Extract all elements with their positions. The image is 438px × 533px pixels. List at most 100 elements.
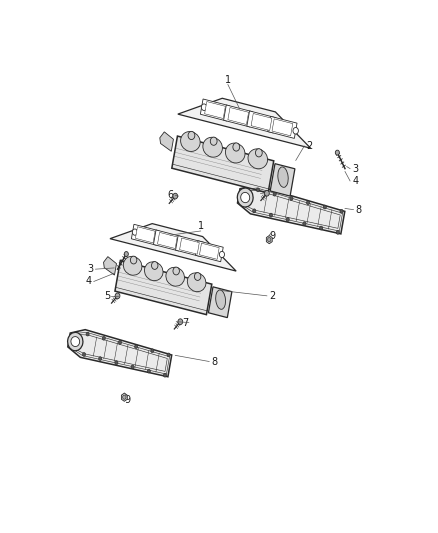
Text: 9: 9 xyxy=(269,231,275,241)
Circle shape xyxy=(290,197,293,200)
Ellipse shape xyxy=(237,188,253,207)
Polygon shape xyxy=(200,99,230,121)
Polygon shape xyxy=(153,230,181,251)
Circle shape xyxy=(134,345,138,349)
Ellipse shape xyxy=(67,333,83,351)
Circle shape xyxy=(194,272,201,280)
Ellipse shape xyxy=(278,167,288,187)
Circle shape xyxy=(115,361,118,365)
Circle shape xyxy=(269,213,272,217)
Polygon shape xyxy=(266,236,272,244)
Circle shape xyxy=(86,332,89,336)
Text: 4: 4 xyxy=(86,277,92,286)
Circle shape xyxy=(82,352,85,357)
Polygon shape xyxy=(176,236,203,256)
Polygon shape xyxy=(224,105,253,127)
Polygon shape xyxy=(272,119,293,136)
Circle shape xyxy=(115,293,120,298)
Circle shape xyxy=(307,201,310,205)
Circle shape xyxy=(188,131,195,140)
Polygon shape xyxy=(228,108,249,125)
Polygon shape xyxy=(158,232,177,248)
Circle shape xyxy=(173,193,178,199)
Polygon shape xyxy=(205,102,226,118)
Circle shape xyxy=(210,137,217,146)
Circle shape xyxy=(336,150,339,155)
Polygon shape xyxy=(237,185,345,234)
Circle shape xyxy=(303,222,306,225)
Ellipse shape xyxy=(248,149,268,169)
Circle shape xyxy=(131,365,134,369)
Circle shape xyxy=(253,209,256,213)
Circle shape xyxy=(152,262,158,269)
Circle shape xyxy=(293,127,298,134)
Circle shape xyxy=(319,226,323,230)
Polygon shape xyxy=(160,132,173,151)
Text: 7: 7 xyxy=(182,318,189,327)
Circle shape xyxy=(265,190,269,196)
Text: 6: 6 xyxy=(167,190,173,200)
Ellipse shape xyxy=(226,143,245,163)
Polygon shape xyxy=(208,287,232,318)
Text: 1: 1 xyxy=(198,221,204,231)
Polygon shape xyxy=(131,224,159,245)
Circle shape xyxy=(99,357,102,360)
Circle shape xyxy=(172,240,175,244)
Circle shape xyxy=(219,252,225,257)
Polygon shape xyxy=(251,114,272,131)
Polygon shape xyxy=(195,241,223,262)
Circle shape xyxy=(243,116,247,120)
Text: 2: 2 xyxy=(306,141,312,151)
Ellipse shape xyxy=(145,262,163,281)
Circle shape xyxy=(151,349,154,353)
Text: 5: 5 xyxy=(104,291,110,301)
Circle shape xyxy=(132,229,138,235)
Circle shape xyxy=(286,217,289,221)
Text: 2: 2 xyxy=(269,291,275,301)
Circle shape xyxy=(273,192,276,196)
Polygon shape xyxy=(247,111,276,133)
Circle shape xyxy=(201,104,207,110)
Circle shape xyxy=(118,341,121,344)
Text: 5: 5 xyxy=(262,188,268,198)
Text: 8: 8 xyxy=(211,357,217,367)
Circle shape xyxy=(124,252,128,256)
Polygon shape xyxy=(110,224,236,271)
Ellipse shape xyxy=(124,256,142,275)
Ellipse shape xyxy=(71,337,80,346)
Text: 3: 3 xyxy=(352,164,358,174)
Ellipse shape xyxy=(215,290,226,309)
Circle shape xyxy=(256,188,260,192)
Circle shape xyxy=(163,373,166,377)
Ellipse shape xyxy=(166,267,184,286)
Text: 1: 1 xyxy=(225,75,231,85)
Circle shape xyxy=(178,319,183,325)
Ellipse shape xyxy=(180,132,200,151)
Polygon shape xyxy=(172,136,274,193)
Circle shape xyxy=(102,336,106,340)
Ellipse shape xyxy=(187,273,206,292)
Circle shape xyxy=(131,256,137,264)
Text: 3: 3 xyxy=(87,264,93,274)
Circle shape xyxy=(123,395,126,399)
Polygon shape xyxy=(68,329,172,377)
Polygon shape xyxy=(199,243,219,260)
Polygon shape xyxy=(270,164,295,196)
Polygon shape xyxy=(115,261,212,314)
Circle shape xyxy=(147,369,150,373)
Text: 9: 9 xyxy=(125,395,131,406)
Circle shape xyxy=(173,267,180,275)
Polygon shape xyxy=(103,256,117,275)
Polygon shape xyxy=(135,227,155,243)
Polygon shape xyxy=(178,98,311,148)
Circle shape xyxy=(268,238,271,241)
Circle shape xyxy=(233,143,240,151)
Circle shape xyxy=(167,353,170,357)
Polygon shape xyxy=(268,116,297,139)
Ellipse shape xyxy=(241,192,250,203)
Text: 4: 4 xyxy=(352,176,358,186)
Circle shape xyxy=(340,209,343,213)
Polygon shape xyxy=(121,393,127,401)
Ellipse shape xyxy=(203,138,223,157)
Circle shape xyxy=(336,230,339,234)
